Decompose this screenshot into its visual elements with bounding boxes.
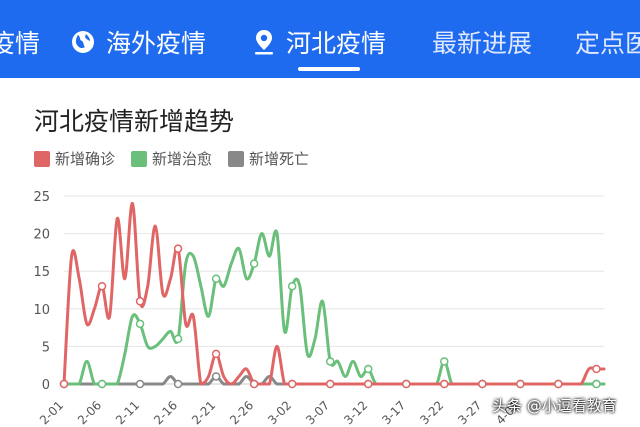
tab-label: 疫情 [0, 29, 41, 58]
x-tick-label: 3-02 [265, 398, 294, 427]
data-point [325, 379, 335, 389]
data-point [440, 357, 449, 366]
watermark-text: 头条 @小逗看教育 [492, 397, 617, 415]
legend-label: 新增确诊 [55, 150, 116, 168]
x-tick-label: 3-07 [303, 398, 332, 427]
tab-epidemic[interactable]: 疫情 [0, 22, 40, 62]
tab-overseas-epidemic[interactable]: 海外疫情 [70, 22, 206, 62]
legend-item-recovered[interactable]: 新增治愈 [131, 148, 212, 169]
y-tick-label: 0 [42, 378, 50, 393]
data-point [478, 379, 487, 389]
x-tick-label: 2-06 [75, 398, 104, 427]
data-point [287, 379, 297, 389]
data-point [363, 379, 373, 389]
x-tick-label: 3-22 [417, 398, 446, 427]
legend-item-deaths[interactable]: 新增死亡 [228, 148, 309, 169]
data-point [59, 379, 69, 389]
data-point [592, 364, 601, 374]
y-tick-label: 20 [33, 228, 50, 243]
data-point [135, 297, 145, 306]
tab-label: 河北疫情 [286, 29, 387, 58]
data-point [516, 379, 525, 389]
data-point [287, 281, 297, 291]
data-point [135, 319, 145, 329]
data-point [173, 379, 183, 389]
legend-label: 新增治愈 [152, 150, 213, 168]
location-pin-icon [252, 28, 276, 56]
x-tick-label: 2-21 [189, 398, 218, 427]
y-tick-label: 15 [33, 265, 50, 280]
data-point [363, 364, 373, 374]
tab-hebei-epidemic[interactable]: 河北疫情 [252, 22, 386, 62]
legend-label: 新增死亡 [249, 150, 310, 168]
x-tick-label: 3-27 [455, 398, 484, 427]
data-point [173, 244, 183, 253]
data-point [135, 379, 145, 389]
x-tick-label: 2-11 [113, 398, 142, 427]
data-point [440, 379, 449, 389]
data-point [211, 372, 221, 381]
x-tick-label: 3-17 [379, 398, 408, 427]
tab-label: 最新进展 [432, 29, 533, 58]
x-tick-label: 2-26 [227, 398, 256, 427]
x-tick-label: 2-01 [37, 398, 66, 427]
active-tab-indicator [298, 67, 360, 71]
data-point [325, 357, 335, 366]
data-point [249, 379, 259, 389]
series-line-confirmed [62, 201, 606, 386]
x-tick-label: 3-12 [341, 398, 370, 427]
data-point [249, 259, 259, 268]
data-point [211, 349, 221, 359]
tab-label: 定点医 [575, 29, 640, 58]
watermark: 头条 @小逗看教育 [492, 395, 617, 416]
x-tick-label: 2-16 [151, 398, 180, 427]
data-point [97, 281, 107, 291]
tab-latest-progress[interactable]: 最新进展 [432, 22, 532, 62]
trend-chart-card: 河北疫情新增趋势 新增确诊 新增治愈 新增死亡 0 5 10 15 20 25 2-01 2-… [0, 78, 640, 427]
data-point [402, 379, 411, 389]
legend-swatch [228, 150, 245, 167]
globe-icon [70, 29, 96, 55]
data-point [211, 274, 221, 283]
tab-designated-hospitals[interactable]: 定点医 [575, 22, 640, 62]
y-tick-label: 25 [33, 190, 50, 205]
tab-label: 海外疫情 [106, 29, 207, 58]
legend-swatch [34, 150, 50, 167]
trend-line-chart: 0 5 10 15 20 25 2-01 2-06 2-11 2-16 2-21 2-26 3-02 3-… [33, 190, 606, 427]
chart-title: 河北疫情新增趋势 [34, 107, 235, 136]
data-point [173, 334, 183, 344]
data-point [592, 379, 601, 389]
legend-swatch [131, 150, 148, 167]
data-point [97, 379, 107, 389]
top-navigation-bar: 疫情 海外疫情 河北疫情 最新进展 定点医 [0, 0, 640, 78]
chart-legend: 新增确诊 新增治愈 新增死亡 [34, 148, 325, 169]
y-tick-label: 5 [42, 340, 50, 355]
data-point [554, 379, 563, 389]
y-tick-label: 10 [33, 303, 50, 318]
legend-item-confirmed[interactable]: 新增确诊 [34, 148, 115, 169]
